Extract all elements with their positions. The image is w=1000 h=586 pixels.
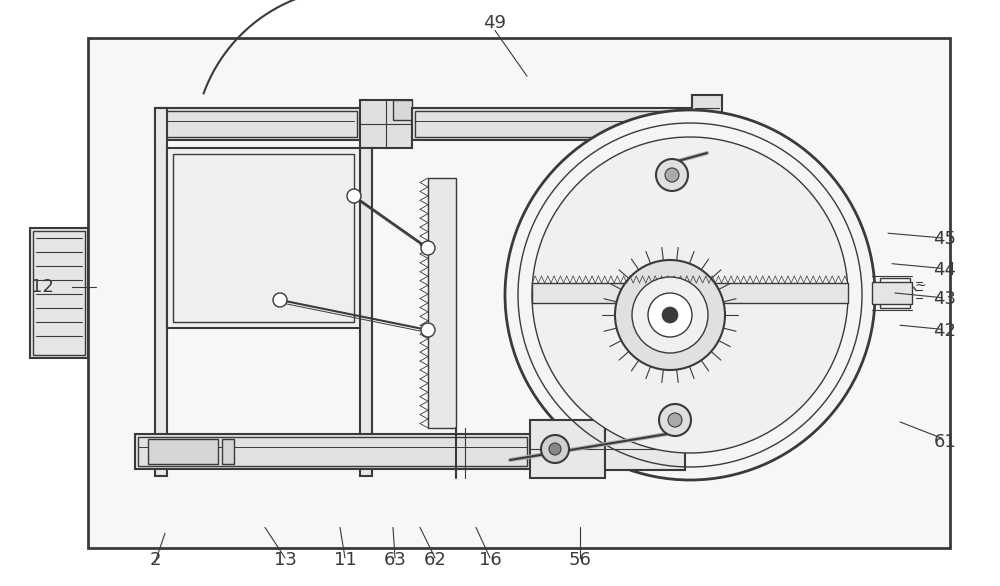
Circle shape xyxy=(421,241,435,255)
Bar xyxy=(872,282,912,304)
Bar xyxy=(155,108,167,476)
Text: 43: 43 xyxy=(934,290,956,308)
Bar xyxy=(605,428,685,470)
Bar xyxy=(148,439,218,464)
Bar xyxy=(415,111,689,137)
Text: 63: 63 xyxy=(384,551,406,568)
Text: 61: 61 xyxy=(934,434,956,451)
Bar xyxy=(138,437,527,466)
Bar xyxy=(222,439,234,464)
Circle shape xyxy=(273,293,287,307)
Circle shape xyxy=(549,443,561,455)
Text: 2: 2 xyxy=(149,551,161,568)
Circle shape xyxy=(659,404,691,436)
Text: 62: 62 xyxy=(424,551,446,568)
Bar xyxy=(532,283,848,303)
Circle shape xyxy=(505,110,875,480)
Bar xyxy=(167,148,360,328)
Bar xyxy=(530,420,605,478)
Circle shape xyxy=(541,435,569,463)
Circle shape xyxy=(421,323,435,337)
Circle shape xyxy=(648,293,692,337)
Text: 44: 44 xyxy=(934,261,956,278)
Bar xyxy=(173,154,354,322)
Circle shape xyxy=(656,159,688,191)
Circle shape xyxy=(632,277,708,353)
Bar xyxy=(155,108,360,140)
Bar xyxy=(33,231,85,355)
Bar xyxy=(158,111,357,137)
Text: 11: 11 xyxy=(334,551,356,568)
Bar xyxy=(880,278,910,308)
Bar xyxy=(88,38,950,548)
Bar xyxy=(393,100,412,120)
Text: ~: ~ xyxy=(915,279,927,293)
Text: 13: 13 xyxy=(274,551,296,568)
Bar xyxy=(360,148,372,476)
Circle shape xyxy=(665,168,679,182)
Bar xyxy=(360,100,412,148)
Text: 49: 49 xyxy=(484,15,507,32)
Circle shape xyxy=(347,189,361,203)
Bar xyxy=(412,108,692,140)
Bar xyxy=(30,228,88,358)
Text: 12: 12 xyxy=(31,278,53,296)
Text: 45: 45 xyxy=(934,230,956,248)
Text: 16: 16 xyxy=(479,551,501,568)
Text: 56: 56 xyxy=(569,551,591,568)
Bar xyxy=(428,178,456,428)
Circle shape xyxy=(668,413,682,427)
Circle shape xyxy=(662,307,678,323)
Bar xyxy=(692,95,722,153)
Circle shape xyxy=(532,137,848,453)
Text: 42: 42 xyxy=(934,322,956,340)
Bar xyxy=(135,434,530,469)
Circle shape xyxy=(615,260,725,370)
